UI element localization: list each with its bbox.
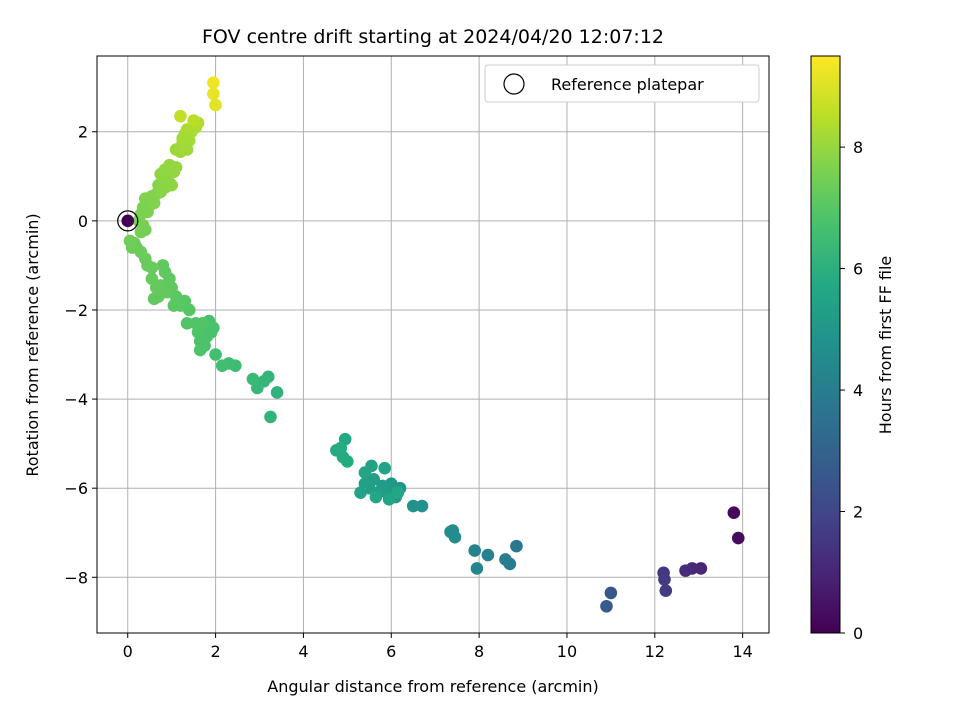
scatter-point xyxy=(468,544,482,557)
y-tick-label: −2 xyxy=(64,301,88,320)
scatter-point xyxy=(174,109,187,123)
y-axis-ticks: −8 −6 −4 −2 0 2 xyxy=(64,123,97,587)
scatter-point xyxy=(207,321,220,335)
scatter-point xyxy=(378,461,391,475)
colorbar-tick-label: 2 xyxy=(853,503,863,522)
y-tick-label: 0 xyxy=(78,212,88,231)
scatter-point xyxy=(207,76,220,90)
scatter-point xyxy=(600,599,613,613)
legend: Reference platepar xyxy=(484,64,760,103)
scatter-point xyxy=(391,486,405,499)
scatter-point xyxy=(470,562,484,575)
scatter-point xyxy=(354,486,367,499)
colorbar-ticks: 0 2 4 6 8 xyxy=(840,138,863,643)
y-tick-label: −6 xyxy=(64,479,88,498)
scatter-point xyxy=(246,372,260,386)
scatter-point xyxy=(604,586,618,600)
scatter-point xyxy=(123,234,137,248)
scatter-point xyxy=(659,584,673,597)
legend-marker xyxy=(503,73,525,95)
scatter-point xyxy=(207,87,220,101)
colorbar-tick-label: 0 xyxy=(853,624,863,643)
scatter-point xyxy=(658,573,671,586)
scatter-point xyxy=(193,343,207,357)
scatter-point xyxy=(215,359,229,372)
data-points xyxy=(123,76,745,613)
scatter-point xyxy=(209,98,222,112)
scatter-point xyxy=(510,539,523,553)
x-tick-label: 8 xyxy=(474,642,484,661)
x-tick-label: 12 xyxy=(645,642,665,661)
colorbar xyxy=(810,55,841,634)
scatter-point xyxy=(156,259,170,272)
reference-platepar-marker xyxy=(117,210,139,232)
colorbar-tick-label: 6 xyxy=(853,260,863,279)
scatter-point xyxy=(180,317,194,330)
scatter-point xyxy=(406,499,420,513)
scatter-point xyxy=(147,292,161,306)
x-tick-label: 6 xyxy=(386,642,396,661)
scatter-point xyxy=(196,317,209,330)
scatter-point xyxy=(415,499,429,513)
scatter-point xyxy=(382,493,396,506)
scatter-point xyxy=(341,455,354,468)
plot-frame xyxy=(96,55,770,634)
y-tick-label: −4 xyxy=(64,390,88,409)
scatter-point xyxy=(731,531,745,545)
y-tick-label: 2 xyxy=(78,123,88,142)
x-tick-label: 2 xyxy=(210,642,220,661)
scatter-point xyxy=(176,132,189,145)
scatter-point xyxy=(145,272,159,286)
scatter-point xyxy=(694,562,708,575)
scatter-point xyxy=(499,553,512,566)
chart-title: FOV centre drift starting at 2024/04/20 … xyxy=(202,26,664,48)
scatter-point xyxy=(334,441,348,455)
colorbar-tick-label: 4 xyxy=(853,381,863,400)
reference-layer xyxy=(117,210,139,232)
scatter-point xyxy=(444,525,457,539)
colorbar-label: Hours from first FF file xyxy=(876,256,895,435)
legend-label: Reference platepar xyxy=(551,75,704,94)
scatter-point xyxy=(727,506,741,519)
scatter-point xyxy=(369,490,383,504)
scatter-point xyxy=(358,466,372,479)
y-axis-label: Rotation from reference (arcmin) xyxy=(23,213,42,476)
x-axis-label: Angular distance from reference (arcmin) xyxy=(267,677,598,696)
reference-point-fill xyxy=(121,214,135,228)
scatter-point xyxy=(679,564,692,577)
scatter-point xyxy=(270,386,284,399)
scatter-point xyxy=(187,114,200,127)
scatter-point xyxy=(481,548,495,562)
x-tick-label: 14 xyxy=(732,642,752,661)
x-tick-label: 10 xyxy=(557,642,577,661)
x-axis-ticks: 0 2 4 6 8 10 12 14 xyxy=(123,633,753,661)
legend-box xyxy=(484,64,760,103)
scatter-point xyxy=(264,410,277,424)
scatter-point xyxy=(169,161,183,174)
scatter-point xyxy=(167,299,181,312)
x-tick-label: 0 xyxy=(123,642,133,661)
grid xyxy=(97,56,769,633)
colorbar-tick-label: 8 xyxy=(853,138,863,157)
scatter-point xyxy=(165,178,178,192)
y-tick-label: −8 xyxy=(64,568,88,587)
x-tick-label: 4 xyxy=(298,642,308,661)
scatter-point xyxy=(209,348,222,361)
